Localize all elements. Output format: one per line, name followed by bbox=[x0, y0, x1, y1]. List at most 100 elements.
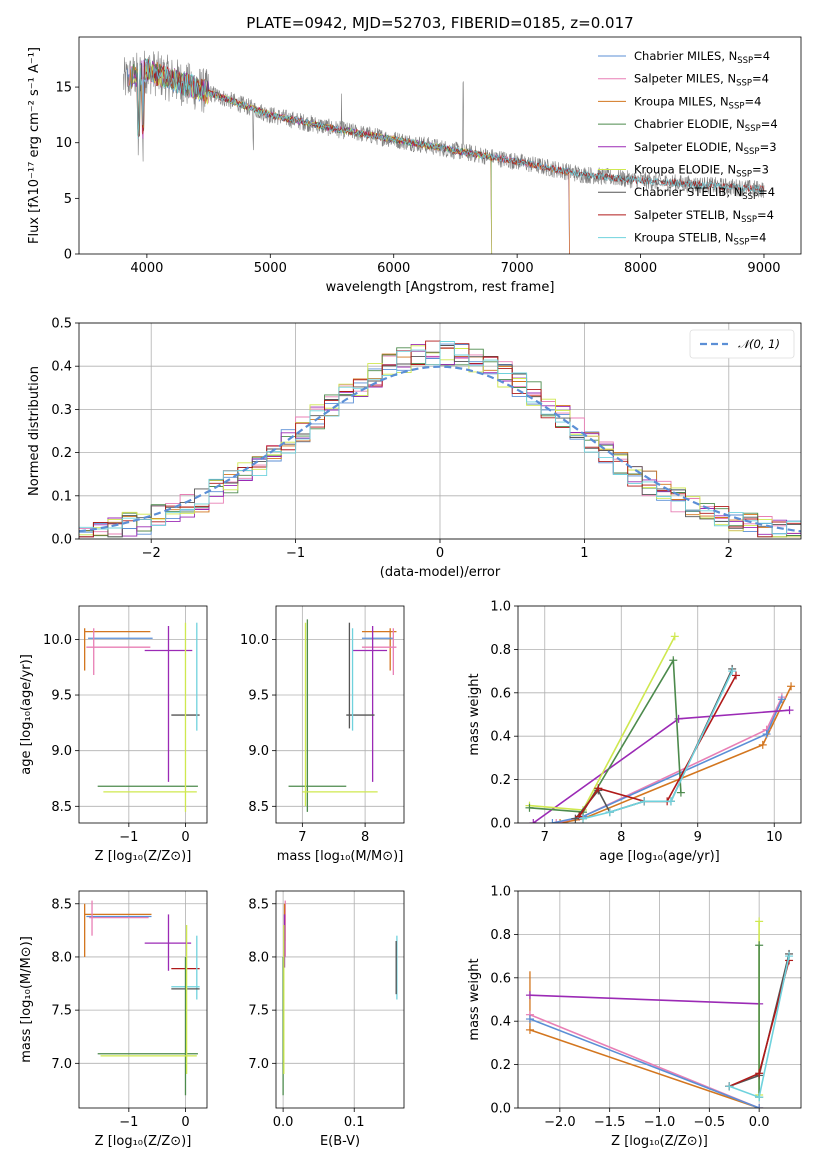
legend-entry: Kroupa ELODIE, NSSP=3 bbox=[634, 163, 769, 180]
x-tick-label: 9 bbox=[694, 830, 702, 845]
plot-area bbox=[288, 619, 397, 812]
y-tick-label: 8.5 bbox=[248, 800, 269, 815]
legend: Chabrier MILES, NSSP=4 Salpeter MILES, NS… bbox=[598, 49, 778, 248]
y-tick-label: 10 bbox=[55, 136, 72, 151]
y-tick-label: 0.8 bbox=[490, 643, 511, 658]
x-tick-label: 8 bbox=[361, 830, 369, 845]
legend-entry: Chabrier ELODIE, NSSP=4 bbox=[634, 117, 778, 134]
y-tick-label: 8.5 bbox=[51, 800, 72, 815]
x-tick-label: 0 bbox=[181, 830, 189, 845]
y-tick-label: 9.5 bbox=[51, 689, 72, 704]
weight-line bbox=[529, 994, 760, 1005]
panel-2: −2 −1 0 1 2 0.0 0.1 0.2 0.3 0.4 0.5 (data-model)/er… bbox=[27, 317, 802, 580]
y-tick-label: 1.0 bbox=[490, 600, 511, 615]
weight-line bbox=[529, 657, 682, 813]
y-tick-label: 15 bbox=[55, 81, 72, 96]
x-tick-label: −2 bbox=[142, 546, 161, 561]
panel-3: −1 0 8.5 9.0 9.5 10.0 Z [log₁₀(Z/Z⊙)] age [log₁… bbox=[19, 605, 208, 864]
legend-box bbox=[689, 329, 795, 359]
axes-frame bbox=[275, 605, 405, 824]
x-tick-label: 0 bbox=[436, 546, 444, 561]
axes-frame bbox=[78, 605, 208, 824]
plot-area bbox=[84, 622, 200, 812]
plot-area bbox=[84, 900, 200, 1096]
weight-line bbox=[578, 675, 737, 817]
y-tick-label: 7.0 bbox=[51, 1057, 72, 1072]
weight-line bbox=[556, 696, 783, 823]
x-axis-label: Z [log₁₀(Z/Z⊙)] bbox=[611, 1134, 708, 1149]
y-axis-label: Flux [fλ10⁻¹⁷ erg cm⁻² s⁻¹ A⁻¹] bbox=[27, 47, 42, 244]
x-tick-label: 5000 bbox=[254, 261, 287, 276]
y-tick-label: 7.5 bbox=[51, 1004, 72, 1019]
x-tick-label: −1.0 bbox=[644, 1115, 676, 1130]
y-tick-label: 0.0 bbox=[490, 1102, 511, 1117]
x-axis-label: (data-model)/error bbox=[380, 565, 501, 580]
x-tick-label: 7000 bbox=[501, 261, 534, 276]
x-tick-label: 0.1 bbox=[344, 1115, 365, 1130]
y-tick-label: 7.0 bbox=[248, 1057, 269, 1072]
weight-line bbox=[574, 668, 733, 820]
panel-6: −1 0 7.0 7.5 8.0 8.5 Z [log₁₀(Z/Z⊙)] mass [log₁… bbox=[19, 890, 208, 1149]
x-tick-label: 2 bbox=[725, 546, 733, 561]
axes-frame bbox=[78, 322, 802, 540]
y-tick-label: 10.0 bbox=[43, 633, 72, 648]
y-tick-label: 0.6 bbox=[490, 971, 511, 986]
legend-entry: Salpeter ELODIE, NSSP=3 bbox=[634, 140, 777, 157]
y-axis-label: mass weight bbox=[467, 958, 482, 1040]
x-axis-label: wavelength [Angstrom, rest frame] bbox=[326, 280, 555, 295]
legend-entry: Salpeter MILES, NSSP=4 bbox=[634, 72, 769, 89]
y-tick-label: 0.4 bbox=[490, 1015, 511, 1030]
y-tick-label: 9.0 bbox=[51, 744, 72, 759]
model-spectrum-kroupa_stelib bbox=[136, 58, 765, 193]
y-tick-label: 0.5 bbox=[51, 317, 72, 332]
x-tick-label: 8 bbox=[617, 830, 625, 845]
x-tick-label: 9000 bbox=[747, 261, 780, 276]
legend-entry: Kroupa STELIB, NSSP=4 bbox=[634, 231, 766, 248]
y-tick-label: 8.5 bbox=[248, 897, 269, 912]
plot-area bbox=[525, 632, 796, 823]
axes-frame bbox=[275, 890, 405, 1109]
y-tick-label: 0.8 bbox=[490, 928, 511, 943]
y-axis-label: mass weight bbox=[467, 673, 482, 755]
histogram-kroupa_stelib bbox=[79, 341, 801, 535]
y-tick-label: 8.5 bbox=[51, 897, 72, 912]
y-tick-label: 0.0 bbox=[490, 817, 511, 832]
panel-1: 4000 5000 6000 7000 8000 9000 0 5 10 15 wavelength… bbox=[27, 36, 802, 295]
legend-entry: Salpeter STELIB, NSSP=4 bbox=[634, 208, 774, 225]
x-tick-label: −2.0 bbox=[544, 1115, 576, 1130]
x-tick-label: 1 bbox=[580, 546, 588, 561]
axes-frame bbox=[78, 36, 802, 255]
x-tick-label: −0.5 bbox=[694, 1115, 726, 1130]
y-tick-label: 0.6 bbox=[490, 686, 511, 701]
plot-area bbox=[525, 917, 794, 1108]
y-tick-label: 7.5 bbox=[248, 1004, 269, 1019]
y-axis-label: mass [log₁₀(M/M⊙)] bbox=[19, 936, 34, 1063]
y-tick-label: 0 bbox=[64, 248, 72, 263]
x-tick-label: −1.5 bbox=[594, 1115, 626, 1130]
axes-frame bbox=[517, 890, 802, 1109]
weight-line bbox=[532, 709, 790, 823]
x-tick-label: 0.0 bbox=[273, 1115, 294, 1130]
x-tick-label: 0.0 bbox=[749, 1115, 770, 1130]
axes-frame bbox=[78, 890, 208, 1109]
plot-area bbox=[282, 900, 398, 1096]
x-tick-label: 7 bbox=[541, 830, 549, 845]
panel-7: 0.0 0.1 7.0 7.5 8.0 8.5 E(B-V) bbox=[248, 890, 405, 1149]
axes-frame bbox=[517, 605, 802, 824]
figure-title: PLATE=0942, MJD=52703, FIBERID=0185, z=0… bbox=[246, 14, 633, 32]
x-tick-label: 0 bbox=[181, 1115, 189, 1130]
legend-entry: Chabrier STELIB, NSSP=4 bbox=[634, 185, 775, 202]
legend-entry: 𝒩(0, 1) bbox=[738, 337, 780, 351]
x-tick-label: −1 bbox=[286, 546, 305, 561]
x-axis-label: Z [log₁₀(Z/Z⊙)] bbox=[95, 849, 192, 864]
x-axis-label: Z [log₁₀(Z/Z⊙)] bbox=[95, 1134, 192, 1149]
y-tick-label: 8.0 bbox=[248, 950, 269, 965]
x-axis-label: E(B-V) bbox=[320, 1134, 360, 1149]
plot-area bbox=[123, 50, 765, 254]
y-tick-label: 9.5 bbox=[248, 689, 269, 704]
weight-line bbox=[582, 670, 733, 820]
weight-line bbox=[529, 1029, 760, 1108]
y-tick-label: 1.0 bbox=[490, 885, 511, 900]
x-tick-label: 4000 bbox=[130, 261, 163, 276]
